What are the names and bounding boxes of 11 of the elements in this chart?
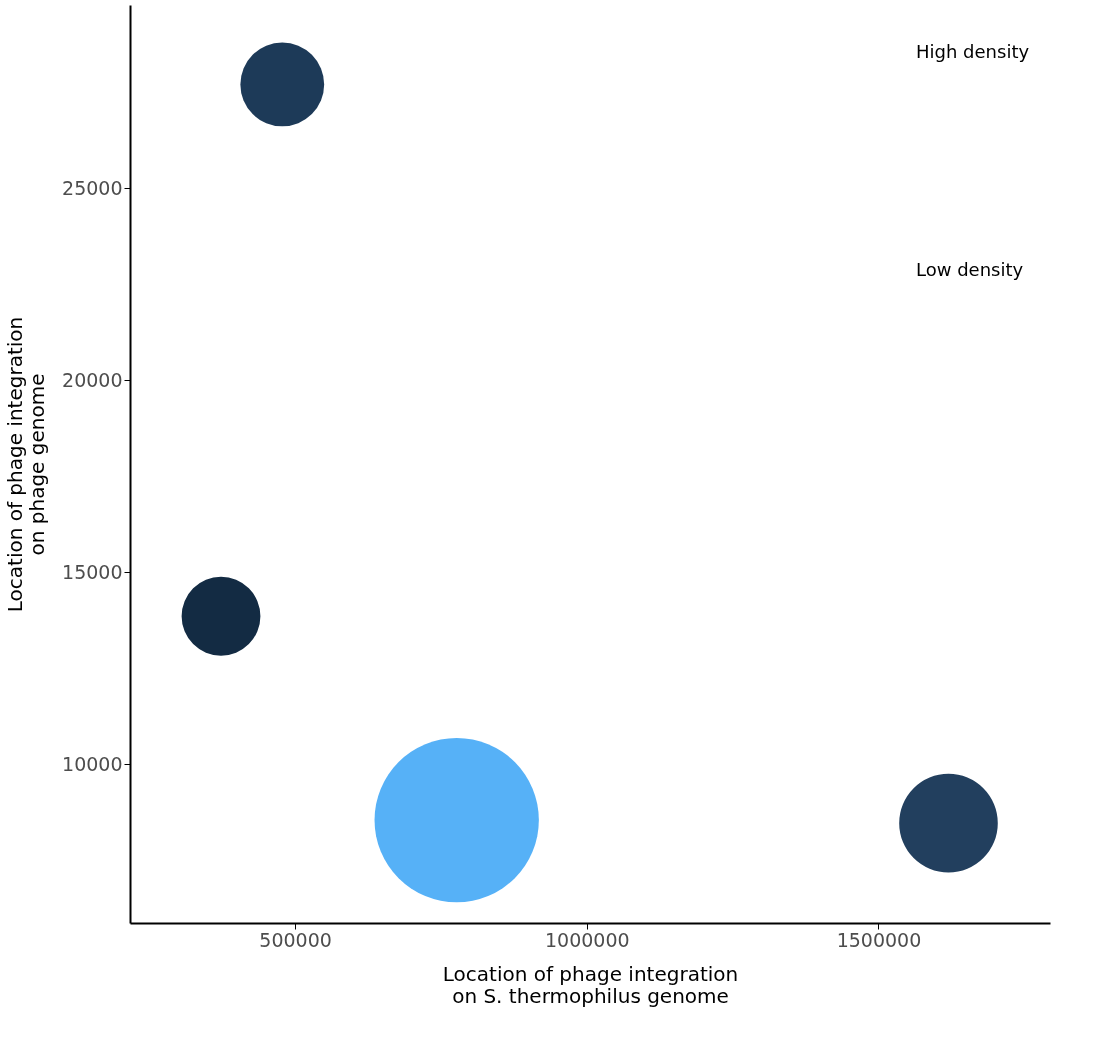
- x-tick-label: 1000000: [544, 928, 630, 951]
- annotation: Low density: [916, 259, 1024, 280]
- x-axis-title: Location of phage integration on S. thermophilus genome: [442, 961, 739, 1008]
- y-tick-label: 20000: [62, 368, 123, 391]
- annotation: High density: [916, 41, 1030, 62]
- x-tick-label: 1500000: [836, 928, 922, 951]
- y-axis-title: Location of phage integration on phage genome: [3, 316, 50, 613]
- y-tick-label: 15000: [62, 560, 123, 583]
- y-tick-label: 25000: [62, 176, 123, 199]
- x-tick-label: 500000: [259, 928, 332, 951]
- y-tick-label: 10000: [62, 752, 123, 775]
